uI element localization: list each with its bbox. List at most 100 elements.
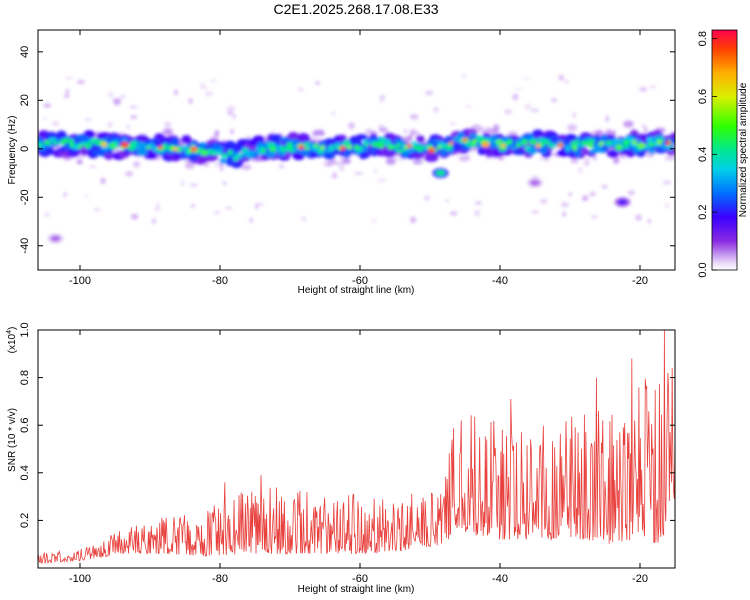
spectrogram-band-cell xyxy=(146,145,151,149)
spectrogram-speck xyxy=(76,79,86,84)
spectrogram-speck xyxy=(225,206,232,210)
spectrogram-speck xyxy=(650,85,656,89)
spectrogram-band-cell xyxy=(588,142,594,149)
spectrogram-speck xyxy=(249,217,254,223)
spectrogram-band-cell xyxy=(244,150,253,158)
spectrogram-band-cell xyxy=(632,139,637,145)
spectrogram-band-cell xyxy=(38,143,43,147)
spectrogram-band-cell xyxy=(616,144,622,149)
spectrogram-speck xyxy=(188,97,193,105)
spectrogram-speck xyxy=(130,115,138,119)
spectrogram-band-cell xyxy=(656,140,663,146)
spectrogram-band-cell xyxy=(580,140,589,146)
spectrogram-band-cell xyxy=(46,146,54,156)
colorbar-tick-label: 0.6 xyxy=(697,89,709,104)
spectrogram-speck xyxy=(315,81,321,85)
spectrogram-speck xyxy=(523,77,532,80)
spectrogram-speck xyxy=(64,93,70,99)
spectrogram-speck xyxy=(226,105,236,113)
spectrogram-hotspot xyxy=(406,144,413,148)
spectrogram-speck xyxy=(473,209,481,217)
spectrogram-band-cell xyxy=(214,150,223,155)
spectrogram-band-cell xyxy=(412,144,417,150)
spectrogram-band-cell xyxy=(347,144,353,150)
spectrogram-halo-cell xyxy=(76,158,83,165)
spectrogram-band-cell xyxy=(43,140,51,145)
spectrogram-halo-cell xyxy=(112,147,121,154)
spectrogram-band-cell xyxy=(648,147,656,155)
spectrogram-speck xyxy=(258,203,264,206)
spectrogram-halo-cell xyxy=(664,155,675,161)
spectrogram-speck xyxy=(379,95,386,100)
spectrogram-band-cell xyxy=(598,141,604,147)
spectrogram-feature xyxy=(50,235,61,242)
colorbar-tick-label: 0.0 xyxy=(697,262,709,277)
snr-x-tick-label: -40 xyxy=(492,573,508,585)
spectrogram-speck xyxy=(641,123,646,128)
spectrogram-speck xyxy=(424,195,431,201)
snr-y-tick-label: 1.0 xyxy=(19,322,31,337)
spectrogram-speck xyxy=(88,165,97,168)
spectrogram-band-cell xyxy=(69,141,74,148)
spectrogram-speck xyxy=(564,80,569,84)
spectrogram-band-cell xyxy=(529,139,538,145)
spectrogram-band-cell xyxy=(547,142,557,149)
colorbar-ticks: 0.0 0.2 0.4 0.6 0.8 xyxy=(697,31,717,278)
snr-x-tick-label: -100 xyxy=(69,573,91,585)
spectrogram-hotspot xyxy=(500,144,506,148)
spectrogram-band-cell xyxy=(227,149,233,156)
spectrogram-x-tick-label: -20 xyxy=(632,275,648,287)
spectrogram-band-cell xyxy=(280,146,286,153)
spectrogram-speck xyxy=(462,74,466,78)
spectrogram-band-cell xyxy=(320,145,326,150)
spectrogram-band-cell xyxy=(495,139,502,144)
spectrogram-speck xyxy=(377,178,387,183)
spectrogram-speck xyxy=(530,108,539,112)
spectrogram-halo-cell xyxy=(320,133,325,137)
spectrogram-band-cell xyxy=(646,136,654,144)
spectrogram-band-cell xyxy=(52,141,58,146)
spectrogram-speck xyxy=(558,74,564,81)
spectrogram-band-cell xyxy=(436,145,443,149)
spectrogram-band-cell xyxy=(396,142,402,147)
spectrogram-band-cell xyxy=(226,157,233,167)
spectrogram-x-label: Height of straight line (km) xyxy=(298,285,415,296)
spectrogram-speck xyxy=(100,177,106,185)
spectrogram-speck xyxy=(213,211,221,215)
spectrogram-blobs xyxy=(38,74,675,244)
spectrogram-band-cell xyxy=(647,142,655,147)
spectrogram-speck xyxy=(449,211,458,216)
spectrogram-band-cell xyxy=(61,140,68,144)
spectrogram-speck xyxy=(409,113,419,120)
spectrogram-speck xyxy=(65,77,73,80)
spectrogram-band-cell xyxy=(234,153,244,159)
spectrogram-band-cell xyxy=(486,138,493,143)
spectrogram-band-cell xyxy=(622,139,630,145)
spectrogram-speck xyxy=(255,202,259,210)
spectrogram-speck xyxy=(155,202,161,208)
spectrogram-band-cell xyxy=(77,144,82,149)
spectrogram-speck xyxy=(562,211,566,218)
spectrogram-halo-cell xyxy=(385,157,396,165)
spectrogram-speck xyxy=(560,201,569,208)
spectrogram-band-cell xyxy=(379,137,386,144)
snr-panel: -100 -80 -60 -40 -20 0.2 0.4 0.6 0.8 1.0 Height … xyxy=(6,322,676,595)
spectrogram-band-cell xyxy=(444,144,453,151)
spectrogram-panel: -100 -80 -60 -40 -20 -40 -20 0 20 40 Height of s… xyxy=(7,29,676,296)
spectrogram-band-cell xyxy=(572,145,578,151)
snr-series-line xyxy=(38,330,675,565)
spectrogram-halo-cell xyxy=(643,126,648,134)
spectrogram-band-cell xyxy=(200,150,209,156)
snr-x-tick-label: -80 xyxy=(212,573,228,585)
spectrogram-halo-cell xyxy=(162,128,174,136)
spectrogram-band-cell xyxy=(600,134,609,141)
snr-y-tick-label: 0.2 xyxy=(19,513,31,528)
spectrogram-frame xyxy=(37,29,676,271)
spectrogram-speck xyxy=(52,121,59,126)
spectrogram-speck xyxy=(591,215,598,220)
spectrogram-speck xyxy=(164,121,172,128)
spectrogram-speck xyxy=(114,99,120,107)
spectrogram-hotspot xyxy=(448,141,454,145)
spectrogram-speck xyxy=(348,122,355,130)
spectrogram-x-tick-label: -40 xyxy=(492,275,508,287)
